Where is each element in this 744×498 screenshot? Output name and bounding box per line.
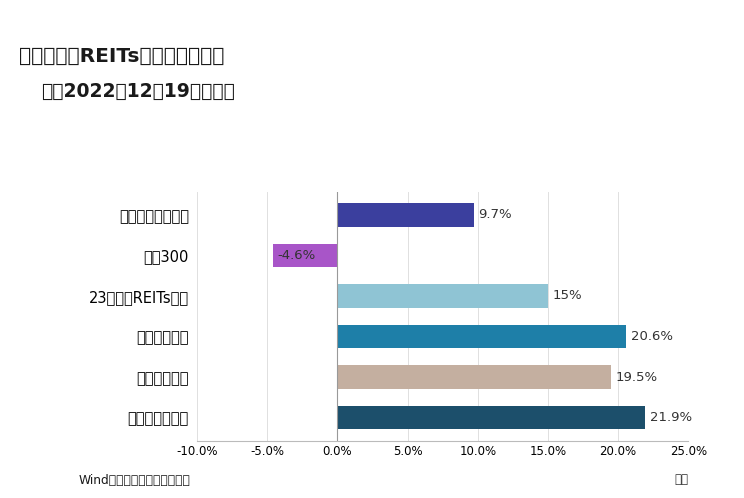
Text: 9.7%: 9.7%: [478, 208, 512, 221]
Bar: [273, 244, 338, 267]
Text: 21.9%: 21.9%: [650, 411, 692, 424]
Text: 15%: 15%: [553, 289, 583, 302]
Text: （至2022年12月19日收盘）: （至2022年12月19日收盘）: [41, 82, 235, 101]
Text: 保租房公募REITs每份价格涨跌幅: 保租房公募REITs每份价格涨跌幅: [19, 47, 224, 66]
Bar: [338, 406, 645, 429]
Text: 来源: 来源: [33, 474, 48, 487]
Text: 涨幅: 涨幅: [674, 473, 688, 486]
Text: 19.5%: 19.5%: [616, 371, 658, 383]
Text: 20.6%: 20.6%: [632, 330, 673, 343]
Bar: [338, 203, 473, 227]
Text: Wind，臻量资产管理平台整理: Wind，臻量资产管理平台整理: [79, 474, 190, 487]
Bar: [338, 366, 611, 389]
Bar: [338, 325, 626, 348]
Text: -4.6%: -4.6%: [278, 249, 316, 262]
Bar: [338, 284, 548, 308]
